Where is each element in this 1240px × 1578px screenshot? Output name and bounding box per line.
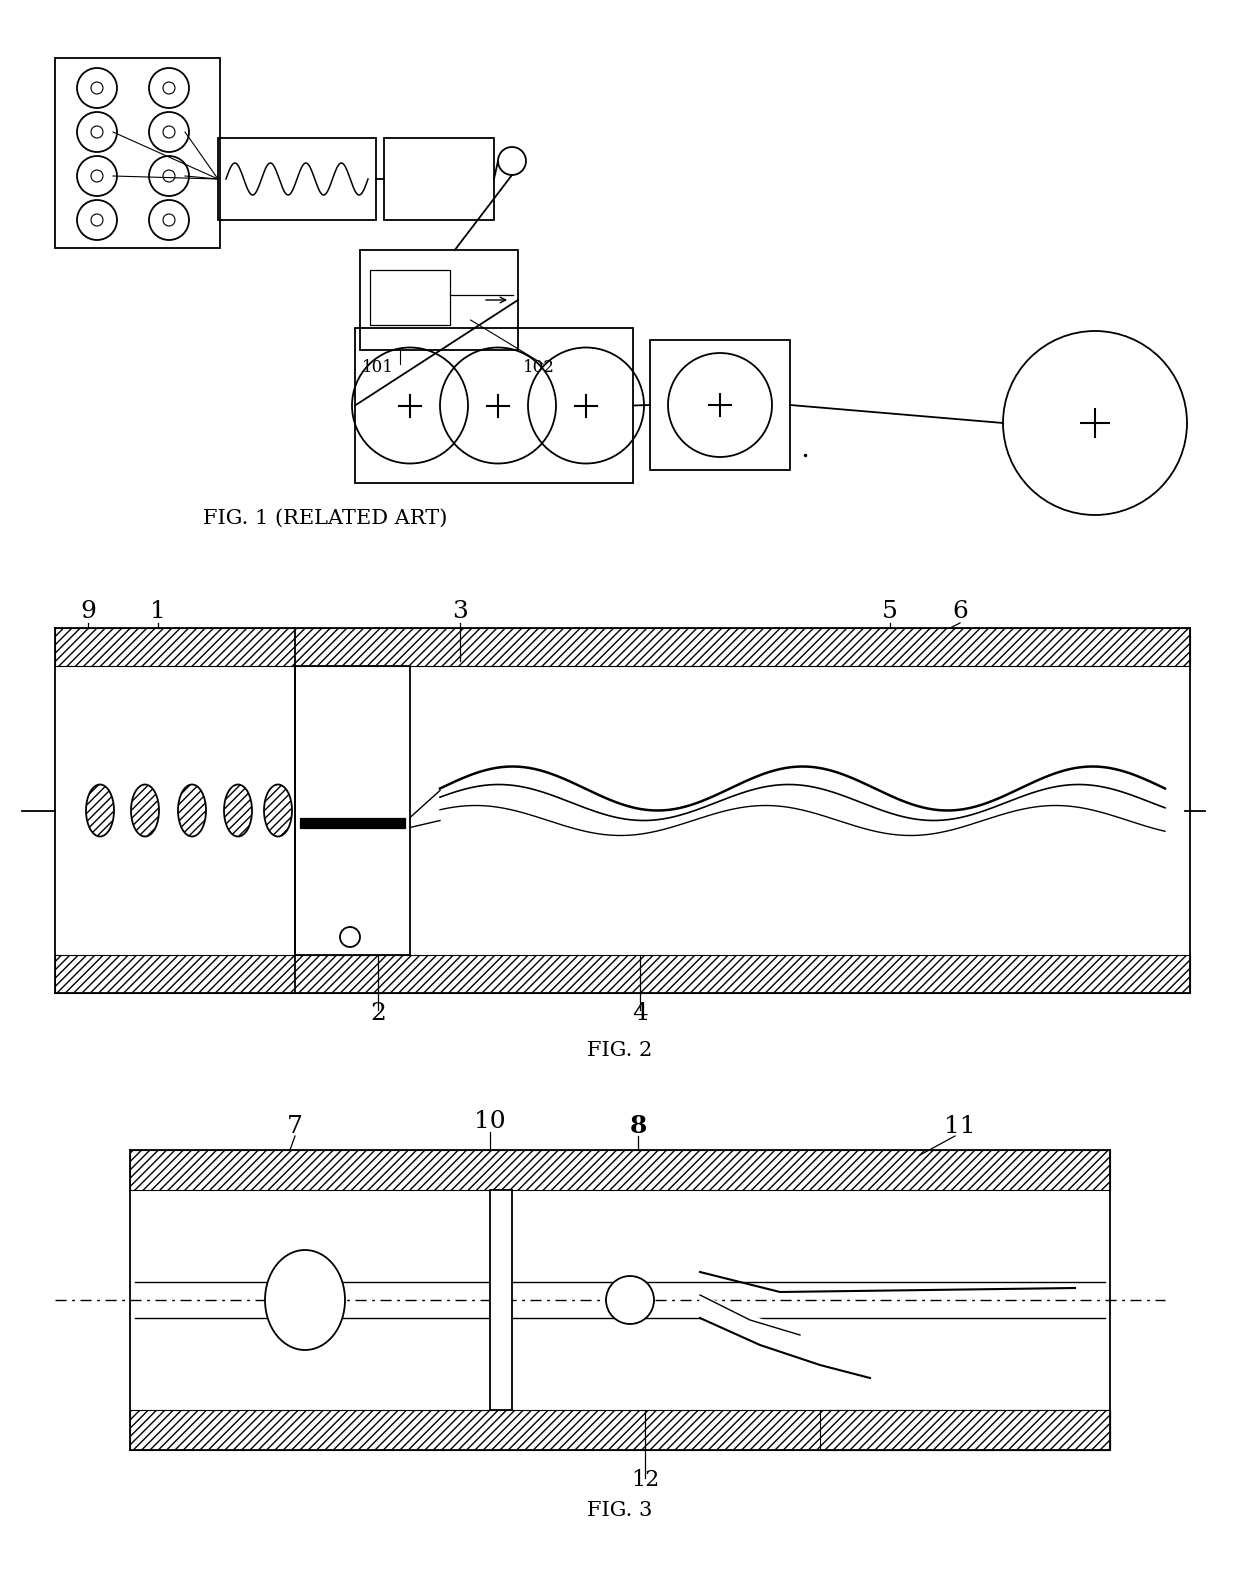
Text: 1: 1 [150, 600, 166, 623]
Text: 4: 4 [632, 1002, 649, 1026]
Text: 101: 101 [362, 360, 394, 376]
Bar [55, 955, 1190, 993]
Text: 6: 6 [952, 600, 968, 623]
Bar [218, 137, 376, 219]
Ellipse shape [179, 784, 206, 836]
Bar [360, 249, 518, 350]
Bar [130, 1411, 1110, 1450]
Ellipse shape [264, 784, 291, 836]
Text: 11: 11 [944, 1116, 976, 1138]
Text: 7: 7 [288, 1116, 303, 1138]
Bar [295, 666, 410, 955]
Text: FIG. 3: FIG. 3 [588, 1501, 652, 1520]
Bar [300, 817, 405, 827]
Ellipse shape [265, 1250, 345, 1351]
Bar [490, 1190, 512, 1411]
Bar [384, 137, 494, 219]
Polygon shape [701, 1296, 800, 1344]
Circle shape [606, 1277, 653, 1324]
Text: 5: 5 [882, 600, 898, 623]
Text: FIG. 1 (RELATED ART): FIG. 1 (RELATED ART) [203, 508, 448, 527]
Bar [55, 628, 1190, 666]
Text: 10: 10 [474, 1109, 506, 1133]
Bar [820, 1411, 1110, 1450]
Text: 3: 3 [453, 600, 467, 623]
Text: 9: 9 [81, 600, 95, 623]
Text: 2: 2 [370, 1002, 386, 1026]
Bar [355, 328, 632, 483]
Ellipse shape [131, 784, 159, 836]
Text: 12: 12 [631, 1469, 660, 1491]
Ellipse shape [224, 784, 252, 836]
Ellipse shape [86, 784, 114, 836]
Bar [370, 270, 450, 325]
Bar [130, 1150, 1110, 1190]
Bar [55, 58, 219, 248]
Text: 102: 102 [523, 360, 554, 376]
Text: 8: 8 [630, 1114, 647, 1138]
Text: FIG. 2: FIG. 2 [588, 1040, 652, 1059]
Bar [650, 339, 790, 470]
